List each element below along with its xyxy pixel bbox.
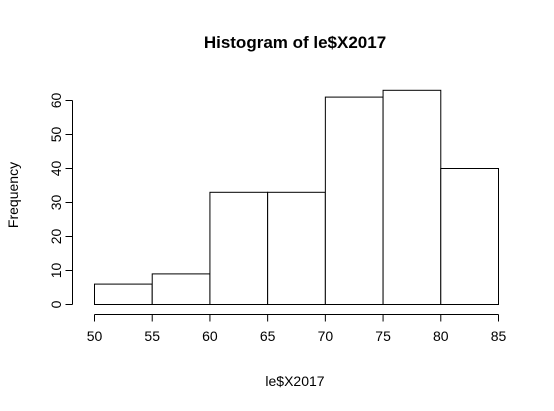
x-tick-label: 55 — [144, 328, 160, 344]
y-tick-label: 0 — [48, 300, 64, 308]
x-axis: 50 55 60 65 70 75 80 85 — [87, 314, 507, 344]
x-axis-label: le$X2017 — [265, 373, 324, 389]
y-axis: 0 10 20 30 40 50 60 — [48, 93, 73, 308]
chart-title: Histogram of le$X2017 — [204, 33, 386, 52]
x-tick-label: 85 — [491, 328, 507, 344]
histogram-bar-6 — [382, 89, 442, 305]
x-ticks: 50 55 60 65 70 75 80 85 — [87, 314, 507, 344]
y-tick-label: 10 — [48, 263, 64, 279]
x-tick-label: 65 — [260, 328, 276, 344]
x-tick-label: 70 — [318, 328, 334, 344]
histogram-bar-7 — [440, 168, 499, 305]
histogram-bar-5 — [324, 96, 384, 305]
histogram-bar-2 — [151, 273, 211, 305]
y-axis-label: Frequency — [5, 162, 21, 228]
histogram-bar-1 — [94, 283, 153, 306]
x-tick-label: 50 — [87, 328, 103, 344]
y-tick-label: 60 — [48, 93, 64, 109]
x-tick-label: 80 — [433, 328, 449, 344]
y-tick-label: 40 — [48, 161, 64, 177]
histogram-bar-3 — [209, 191, 269, 305]
y-tick-label: 30 — [48, 195, 64, 211]
y-tick-label: 50 — [48, 127, 64, 143]
histogram-bar-4 — [267, 191, 326, 305]
histogram-bars — [94, 89, 499, 306]
y-ticks: 0 10 20 30 40 50 60 — [48, 93, 73, 308]
x-tick-label: 60 — [202, 328, 218, 344]
x-tick-label: 75 — [375, 328, 391, 344]
y-tick-label: 20 — [48, 229, 64, 245]
